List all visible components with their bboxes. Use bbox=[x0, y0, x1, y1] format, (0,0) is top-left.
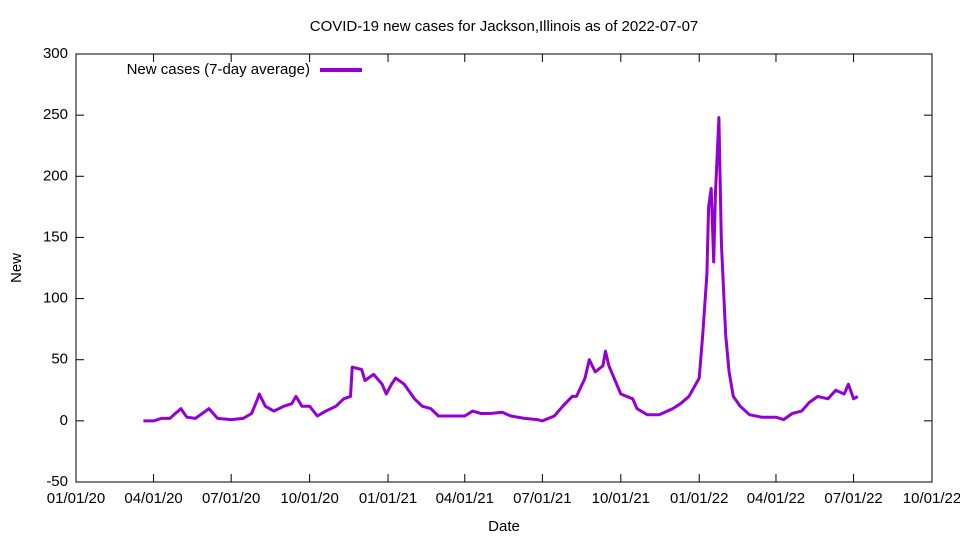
x-tick-label: 01/01/21 bbox=[359, 490, 417, 507]
x-axis-label: Date bbox=[488, 518, 520, 535]
x-tick-label: 07/01/21 bbox=[513, 490, 571, 507]
y-tick-label: 150 bbox=[43, 228, 68, 245]
y-tick-label: 50 bbox=[51, 351, 68, 368]
x-tick-label: 10/01/22 bbox=[903, 490, 960, 507]
y-tick-label: 0 bbox=[60, 412, 68, 429]
y-tick-label: 250 bbox=[43, 106, 68, 123]
x-tick-label: 04/01/21 bbox=[436, 490, 494, 507]
x-tick-label: 04/01/20 bbox=[124, 490, 182, 507]
x-tick-label: 07/01/20 bbox=[202, 490, 260, 507]
y-axis-label: New bbox=[8, 253, 25, 283]
chart-title: COVID-19 new cases for Jackson,Illinois … bbox=[310, 18, 699, 35]
x-tick-label: 04/01/22 bbox=[747, 490, 805, 507]
plot-frame bbox=[75, 53, 933, 483]
x-tick-label: 07/01/22 bbox=[824, 490, 882, 507]
x-tick-label: 01/01/20 bbox=[47, 490, 105, 507]
x-tick-label: 10/01/20 bbox=[280, 490, 338, 507]
y-tick-label: 200 bbox=[43, 167, 68, 184]
y-tick-label: 100 bbox=[43, 290, 68, 307]
legend-label: New cases (7-day average) bbox=[127, 61, 310, 78]
data-line bbox=[143, 116, 859, 423]
x-tick-label: 01/01/22 bbox=[670, 490, 728, 507]
y-tick-label: -50 bbox=[46, 473, 68, 490]
y-tick-label: 300 bbox=[43, 45, 68, 62]
x-tick-label: 10/01/21 bbox=[592, 490, 650, 507]
